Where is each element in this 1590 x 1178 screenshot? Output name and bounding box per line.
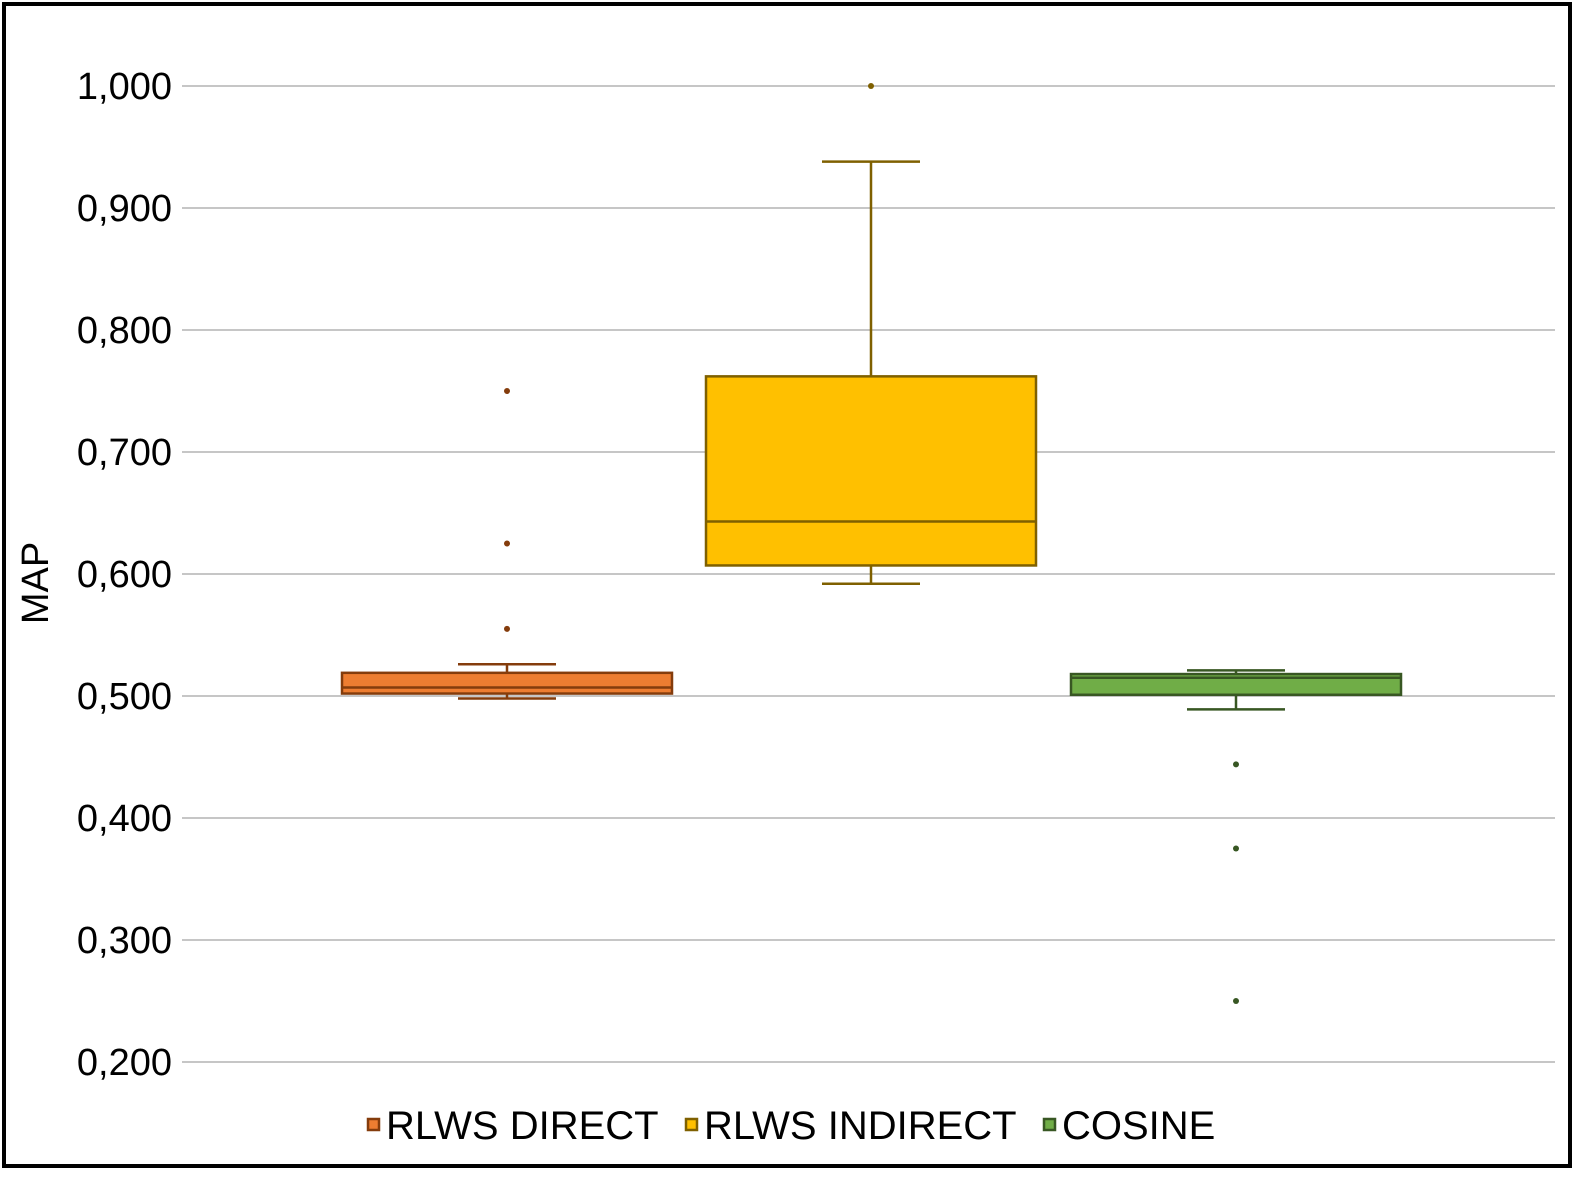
y-tick-label: 1,000 bbox=[77, 66, 172, 108]
outlier-point bbox=[504, 540, 510, 547]
legend-swatch bbox=[1042, 1117, 1057, 1132]
legend: RLWS DIRECT RLWS INDIRECT COSINE bbox=[366, 1104, 1215, 1148]
outlier-point bbox=[1233, 845, 1239, 852]
y-axis-title: MAP bbox=[15, 542, 57, 624]
y-axis-ticks: 0,200 0,300 0,400 0,500 0,600 0,700 0,800 0,900… bbox=[77, 66, 172, 1084]
y-tick-label: 0,900 bbox=[77, 188, 172, 230]
box-body bbox=[1069, 672, 1403, 697]
boxes bbox=[340, 83, 1403, 1004]
outlier-point bbox=[504, 625, 510, 632]
legend-item-rlws-direct: RLWS DIRECT bbox=[366, 1104, 659, 1148]
y-tick-label: 0,200 bbox=[77, 1042, 172, 1084]
legend-swatch bbox=[684, 1117, 699, 1132]
y-tick-label: 0,600 bbox=[77, 554, 172, 596]
box-body bbox=[340, 671, 674, 695]
legend-item-rlws-indirect: RLWS INDIRECT bbox=[684, 1104, 1017, 1148]
legend-item-cosine: COSINE bbox=[1042, 1104, 1215, 1148]
y-tick-label: 0,700 bbox=[77, 432, 172, 474]
y-tick-label: 0,500 bbox=[77, 676, 172, 718]
chart-frame bbox=[2, 2, 1572, 1168]
legend-label: RLWS DIRECT bbox=[386, 1104, 659, 1148]
outlier-point bbox=[504, 388, 510, 394]
outlier-point bbox=[1233, 761, 1239, 768]
legend-swatch bbox=[366, 1117, 381, 1132]
legend-label: COSINE bbox=[1062, 1104, 1215, 1148]
box-body bbox=[704, 375, 1038, 567]
y-tick-label: 0,300 bbox=[77, 920, 172, 962]
y-tick-label: 0,400 bbox=[77, 798, 172, 840]
gridlines bbox=[182, 85, 1555, 1063]
outlier-point bbox=[868, 83, 874, 89]
legend-label: RLWS INDIRECT bbox=[704, 1104, 1017, 1148]
box-cosine bbox=[1069, 669, 1403, 1004]
y-tick-label: 0,800 bbox=[77, 310, 172, 352]
box-rlws-direct bbox=[340, 388, 674, 700]
box-rlws-indirect bbox=[704, 83, 1038, 586]
outlier-point bbox=[1233, 998, 1239, 1004]
